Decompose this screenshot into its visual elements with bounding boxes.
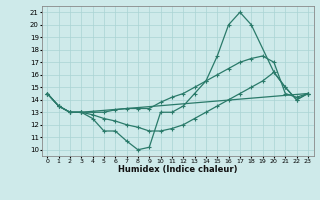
X-axis label: Humidex (Indice chaleur): Humidex (Indice chaleur) bbox=[118, 165, 237, 174]
